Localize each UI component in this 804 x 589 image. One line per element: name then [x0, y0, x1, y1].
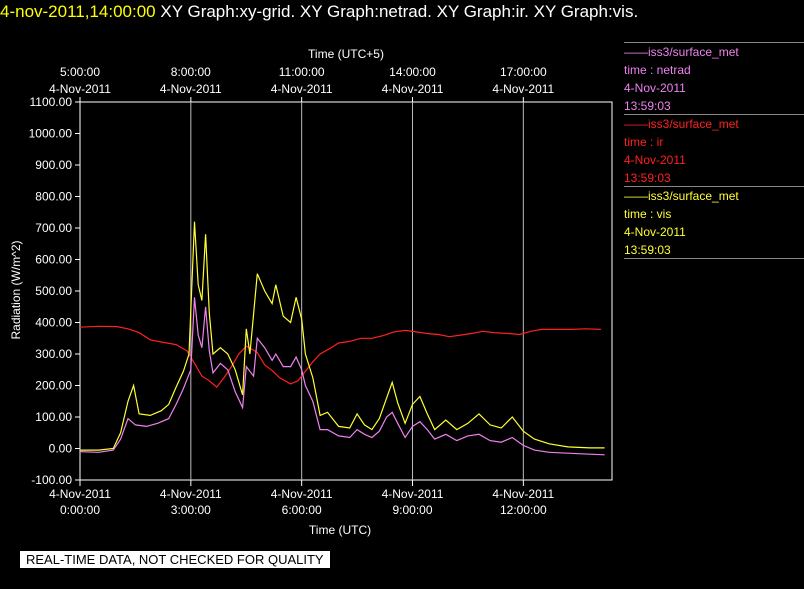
y-tick-label: 400.00: [35, 316, 72, 330]
x2-tick-time: 11:00:00: [279, 65, 325, 79]
legend-divider: [624, 186, 804, 187]
x2-axis-label: Time (UTC+5): [308, 47, 384, 61]
x2-tick-date: 4-Nov-2011: [271, 82, 333, 96]
x2-tick-date: 4-Nov-2011: [382, 82, 444, 96]
x-tick-date: 4-Nov-2011: [492, 487, 554, 501]
x-tick-date: 4-Nov-2011: [382, 487, 444, 501]
legend-date: 4-Nov-2011: [624, 153, 686, 167]
y-tick-label: 100.00: [35, 410, 72, 424]
y-tick-label: 0.00: [49, 442, 73, 456]
y-tick-label: -100.00: [31, 473, 72, 487]
y-tick-label: 800.00: [35, 190, 72, 204]
legend-date: 4-Nov-2011: [624, 81, 686, 95]
graph-titles: XY Graph:xy-grid. XY Graph:netrad. XY Gr…: [160, 2, 639, 21]
x-tick-time: 6:00:00: [282, 503, 322, 517]
legend-divider: [624, 114, 804, 115]
y-axis-label: Radiation (W/m^2): [9, 241, 23, 340]
y-tick-label: 600.00: [35, 253, 72, 267]
x2-tick-time: 8:00:00: [171, 65, 211, 79]
x-tick-time: 12:00:00: [500, 503, 547, 517]
legend-time: 13:59:03: [624, 99, 671, 113]
y-tick-label: 700.00: [35, 221, 72, 235]
x2-tick-time: 17:00:00: [500, 65, 547, 79]
x-tick-date: 4-Nov-2011: [271, 487, 333, 501]
legend-line: ——iss3/surface_met: [624, 45, 739, 59]
grid-lines: [190, 102, 524, 480]
y-tick-label: 500.00: [35, 284, 72, 298]
x2-tick-date: 4-Nov-2011: [49, 82, 111, 96]
x-tick-date: 4-Nov-2011: [49, 487, 111, 501]
x2-tick-time: 5:00:00: [60, 65, 100, 79]
legend-var: time : netrad: [624, 63, 691, 77]
x2-tick-date: 4-Nov-2011: [492, 82, 554, 96]
y-tick-label: 300.00: [35, 347, 72, 361]
x-tick-time: 0:00:00: [60, 503, 100, 517]
legend-line: ——iss3/surface_met: [624, 189, 739, 203]
legend-date: 4-Nov-2011: [624, 225, 686, 239]
x-tick-time: 9:00:00: [392, 503, 432, 517]
x2-tick-time: 14:00:00: [389, 65, 436, 79]
legend-divider: [624, 42, 804, 43]
x-tick-date: 4-Nov-2011: [160, 487, 222, 501]
series-line-time-ir: [79, 325, 601, 388]
title-bar: 4-nov-2011,14:00:00 XY Graph:xy-grid. XY…: [0, 2, 638, 22]
series-line-time-netrad: [79, 297, 605, 456]
x-axis-label: Time (UTC): [309, 523, 371, 537]
axes: -100.00 0.00 100.00 200.00 300.00 400.00 500.0…: [29, 65, 555, 517]
disclaimer-label: REAL-TIME DATA, NOT CHECKED FOR QUALITY: [20, 551, 330, 568]
legend-time: 13:59:03: [624, 171, 671, 185]
series-group: [79, 221, 605, 456]
legend-var: time : vis: [624, 207, 672, 221]
x-tick-time: 3:00:00: [171, 503, 211, 517]
y-tick-label: 1100.00: [30, 95, 73, 109]
plot-frame: [79, 101, 613, 481]
y-tick-label: 900.00: [35, 158, 72, 172]
legend-time: 13:59:03: [624, 243, 671, 257]
y-tick-label: 1000.00: [29, 127, 73, 141]
legend-line: ——iss3/surface_met: [624, 117, 739, 131]
legend-divider: [624, 258, 804, 259]
series-line-time-vis: [80, 221, 605, 451]
x2-tick-date: 4-Nov-2011: [160, 82, 222, 96]
timestamp: 4-nov-2011,14:00:00: [0, 2, 156, 21]
y-tick-label: 200.00: [35, 379, 72, 393]
legend-var: time : ir: [624, 135, 664, 149]
